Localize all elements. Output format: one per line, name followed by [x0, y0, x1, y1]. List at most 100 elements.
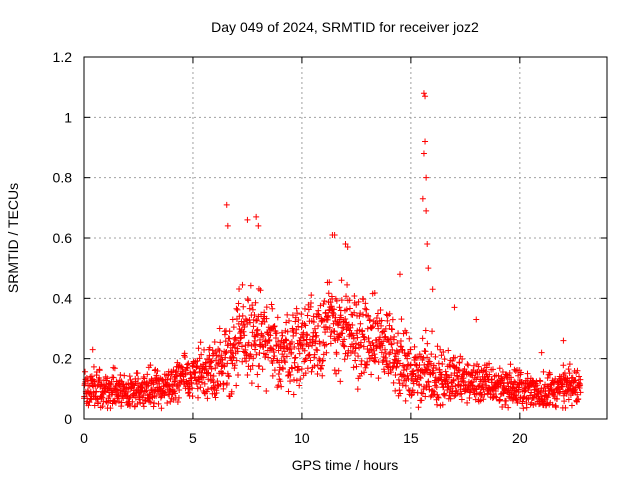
- data-point: [390, 379, 397, 386]
- data-point: [500, 382, 507, 389]
- data-point: [181, 354, 188, 361]
- data-point: [113, 385, 120, 392]
- data-point: [312, 329, 319, 336]
- data-point: [261, 318, 268, 325]
- data-point: [346, 297, 353, 304]
- data-point: [298, 365, 305, 372]
- data-point: [204, 370, 211, 377]
- data-point: [212, 365, 219, 372]
- data-point: [455, 366, 462, 373]
- data-point: [404, 372, 411, 379]
- data-point: [574, 391, 581, 398]
- data-point: [204, 395, 211, 402]
- data-point: [270, 349, 277, 356]
- data-point: [435, 394, 442, 401]
- data-point: [460, 375, 467, 382]
- data-point: [513, 396, 520, 403]
- data-point: [353, 363, 360, 370]
- data-point: [464, 361, 471, 368]
- data-point: [357, 310, 364, 317]
- data-point: [253, 213, 260, 220]
- data-point: [124, 388, 131, 395]
- data-point: [294, 363, 301, 370]
- data-point: [135, 375, 142, 382]
- data-point: [519, 398, 526, 405]
- data-point: [480, 367, 487, 374]
- data-point: [433, 384, 440, 391]
- data-point: [271, 323, 278, 330]
- data-point: [573, 398, 580, 405]
- data-point: [230, 324, 237, 331]
- data-point: [440, 348, 447, 355]
- data-point: [241, 324, 248, 331]
- data-point: [94, 382, 101, 389]
- data-point: [263, 304, 270, 311]
- data-point: [424, 340, 431, 347]
- data-point: [327, 299, 334, 306]
- data-point: [244, 320, 251, 327]
- data-point: [365, 349, 372, 356]
- data-point: [480, 396, 487, 403]
- data-point: [311, 362, 318, 369]
- data-point: [439, 401, 446, 408]
- data-point: [424, 354, 431, 361]
- data-point: [300, 329, 307, 336]
- data-point: [316, 340, 323, 347]
- data-point: [459, 356, 466, 363]
- data-point: [396, 271, 403, 278]
- data-point: [540, 385, 547, 392]
- data-point: [201, 380, 208, 387]
- data-point: [282, 336, 289, 343]
- data-point: [189, 393, 196, 400]
- data-point: [506, 369, 513, 376]
- data-point: [319, 372, 326, 379]
- data-point: [387, 335, 394, 342]
- data-point: [424, 241, 431, 248]
- data-point: [322, 329, 329, 336]
- data-point: [395, 330, 402, 337]
- data-point: [577, 389, 584, 396]
- data-point: [355, 353, 362, 360]
- data-point: [407, 362, 414, 369]
- data-point: [560, 362, 567, 369]
- data-point: [273, 330, 280, 337]
- data-point: [492, 388, 499, 395]
- data-point: [207, 377, 214, 384]
- data-point: [118, 378, 125, 385]
- data-point: [231, 335, 238, 342]
- data-point: [459, 377, 466, 384]
- data-point: [280, 365, 287, 372]
- data-point: [104, 375, 111, 382]
- data-point: [290, 376, 297, 383]
- y-tick-label: 1.2: [53, 49, 73, 65]
- data-point: [317, 302, 324, 309]
- data-point: [287, 371, 294, 378]
- data-point: [134, 400, 141, 407]
- data-point: [422, 138, 429, 145]
- data-point: [310, 318, 317, 325]
- data-point: [368, 324, 375, 331]
- data-point: [196, 355, 203, 362]
- data-point: [396, 360, 403, 367]
- data-point: [172, 377, 179, 384]
- data-point: [323, 349, 330, 356]
- data-point: [266, 336, 273, 343]
- data-point: [422, 327, 429, 334]
- data-point: [256, 350, 263, 357]
- data-point: [422, 93, 429, 100]
- data-point: [384, 317, 391, 324]
- data-point: [220, 385, 227, 392]
- data-point: [298, 324, 305, 331]
- data-point: [495, 372, 502, 379]
- data-point: [353, 301, 360, 308]
- data-point: [249, 329, 256, 336]
- data-point: [269, 359, 276, 366]
- data-point: [234, 345, 241, 352]
- data-point: [464, 399, 471, 406]
- data-point: [343, 293, 350, 300]
- data-point: [127, 376, 134, 383]
- axis-ticks: [83, 56, 607, 420]
- data-point: [361, 369, 368, 376]
- data-point: [559, 380, 566, 387]
- data-point: [577, 382, 584, 389]
